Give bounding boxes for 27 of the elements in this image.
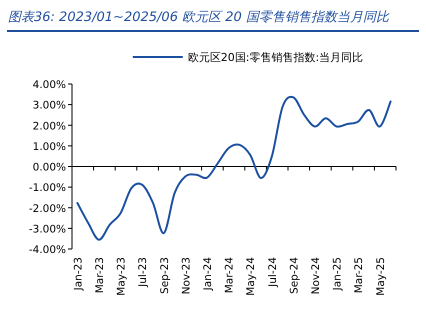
x-tick-label: Sep-24 — [288, 256, 300, 294]
y-tick-label: -1.00% — [28, 182, 66, 194]
x-tick-label: Nov-23 — [180, 257, 192, 294]
y-tick-label: 4.00% — [32, 79, 66, 91]
x-tick-label: May-24 — [245, 256, 258, 296]
x-tick-label: Nov-24 — [310, 256, 322, 294]
x-tick-label: May-23 — [116, 257, 128, 296]
y-tick-label: 2.00% — [32, 120, 66, 132]
line-series — [76, 96, 392, 241]
x-tick-label: May-25 — [374, 257, 387, 296]
y-tick-label: 3.00% — [32, 100, 66, 112]
x-tick-label: Mar-24 — [224, 256, 236, 294]
x-tick-label: Mar-25 — [353, 257, 366, 294]
x-tick-label: Jul-24 — [266, 256, 279, 288]
x-tick-label: Jan-23 — [72, 257, 84, 292]
x-tick-label: Jul-23 — [137, 257, 150, 288]
x-tick-label: Jan-24 — [202, 256, 214, 292]
x-tick-label: Jan-25 — [332, 257, 344, 292]
y-tick-label: -3.00% — [28, 223, 66, 236]
chart-title: 图表36: 2023/01~2025/06 欧元区 20 国零售销售指数当月同比 — [8, 10, 390, 25]
y-tick-label: 0.00% — [32, 162, 66, 174]
x-tick-label: Sep-23 — [158, 257, 171, 294]
y-tick-label: -2.00% — [28, 202, 66, 215]
y-tick-label: 1.00% — [32, 140, 66, 153]
legend-label: 欧元区20国:零售销售指数:当月同比 — [188, 51, 364, 64]
x-tick-label: Mar-23 — [94, 257, 106, 294]
y-tick-label: -4.00% — [28, 244, 66, 256]
